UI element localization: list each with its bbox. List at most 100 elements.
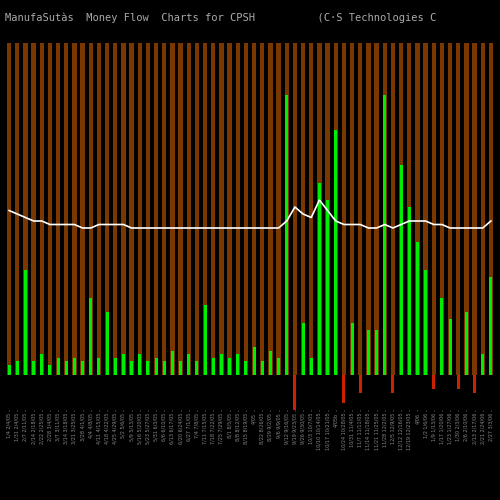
Bar	[392, 375, 394, 392]
Bar	[219, 42, 224, 375]
Bar	[416, 242, 419, 375]
Bar	[186, 42, 191, 375]
Bar	[105, 42, 110, 375]
Bar	[456, 42, 460, 375]
Bar	[48, 42, 52, 375]
Bar	[294, 375, 296, 424]
Bar	[16, 361, 18, 375]
Bar	[268, 42, 272, 375]
Bar	[367, 330, 370, 375]
Bar	[32, 361, 35, 375]
Bar	[188, 354, 190, 375]
Bar	[211, 42, 216, 375]
Bar	[448, 319, 452, 375]
Bar	[350, 322, 354, 375]
Bar	[203, 42, 207, 375]
Bar	[138, 354, 141, 375]
Bar	[8, 364, 10, 375]
Bar	[65, 361, 68, 375]
Bar	[146, 42, 150, 375]
Bar	[130, 361, 133, 375]
Bar	[465, 312, 468, 375]
Bar	[122, 354, 125, 375]
Bar	[220, 354, 223, 375]
Bar	[399, 42, 404, 375]
Bar	[326, 42, 330, 375]
Bar	[448, 42, 452, 375]
Bar	[277, 358, 280, 375]
Bar	[440, 298, 444, 375]
Bar	[179, 361, 182, 375]
Bar	[457, 375, 460, 389]
Bar	[359, 375, 362, 392]
Bar	[334, 130, 337, 375]
Bar	[292, 42, 297, 375]
Bar	[48, 364, 51, 375]
Bar	[472, 42, 477, 375]
Bar	[24, 270, 27, 375]
Bar	[154, 358, 158, 375]
Bar	[106, 312, 108, 375]
Bar	[170, 42, 174, 375]
Bar	[81, 361, 84, 375]
Bar	[32, 42, 36, 375]
Bar	[317, 42, 322, 375]
Bar	[407, 42, 412, 375]
Bar	[114, 358, 116, 375]
Bar	[424, 270, 427, 375]
Bar	[342, 42, 346, 375]
Bar	[178, 42, 183, 375]
Bar	[40, 42, 44, 375]
Bar	[212, 358, 214, 375]
Bar	[286, 95, 288, 375]
Bar	[490, 277, 492, 375]
Bar	[432, 375, 435, 389]
Bar	[73, 358, 76, 375]
Bar	[440, 42, 444, 375]
Bar	[408, 207, 410, 375]
Bar	[252, 347, 256, 375]
Bar	[162, 42, 166, 375]
Bar	[269, 350, 272, 375]
Bar	[342, 375, 345, 403]
Bar	[358, 42, 362, 375]
Bar	[464, 42, 468, 375]
Bar	[390, 42, 395, 375]
Bar	[15, 42, 20, 375]
Bar	[72, 42, 76, 375]
Bar	[326, 200, 329, 375]
Bar	[90, 298, 92, 375]
Bar	[350, 42, 354, 375]
Bar	[130, 42, 134, 375]
Bar	[40, 354, 43, 375]
Bar	[244, 42, 248, 375]
Bar	[228, 358, 231, 375]
Bar	[318, 182, 321, 375]
Bar	[23, 42, 28, 375]
Bar	[260, 42, 264, 375]
Bar	[366, 42, 370, 375]
Bar	[382, 42, 387, 375]
Bar	[473, 375, 476, 392]
Bar	[424, 42, 428, 375]
Bar	[400, 165, 402, 375]
Bar	[146, 361, 150, 375]
Bar	[196, 361, 198, 375]
Bar	[488, 42, 493, 375]
Bar	[64, 42, 68, 375]
Text: ManufaSutàs  Money Flow  Charts for CPSH          (C·S Technologies C: ManufaSutàs Money Flow Charts for CPSH (…	[5, 12, 436, 23]
Bar	[121, 42, 126, 375]
Bar	[302, 322, 304, 375]
Bar	[98, 358, 100, 375]
Bar	[276, 42, 281, 375]
Bar	[252, 42, 256, 375]
Bar	[228, 42, 232, 375]
Bar	[261, 361, 264, 375]
Bar	[171, 350, 174, 375]
Bar	[80, 42, 85, 375]
Bar	[88, 42, 93, 375]
Bar	[375, 330, 378, 375]
Bar	[113, 42, 117, 375]
Bar	[301, 42, 306, 375]
Bar	[236, 42, 240, 375]
